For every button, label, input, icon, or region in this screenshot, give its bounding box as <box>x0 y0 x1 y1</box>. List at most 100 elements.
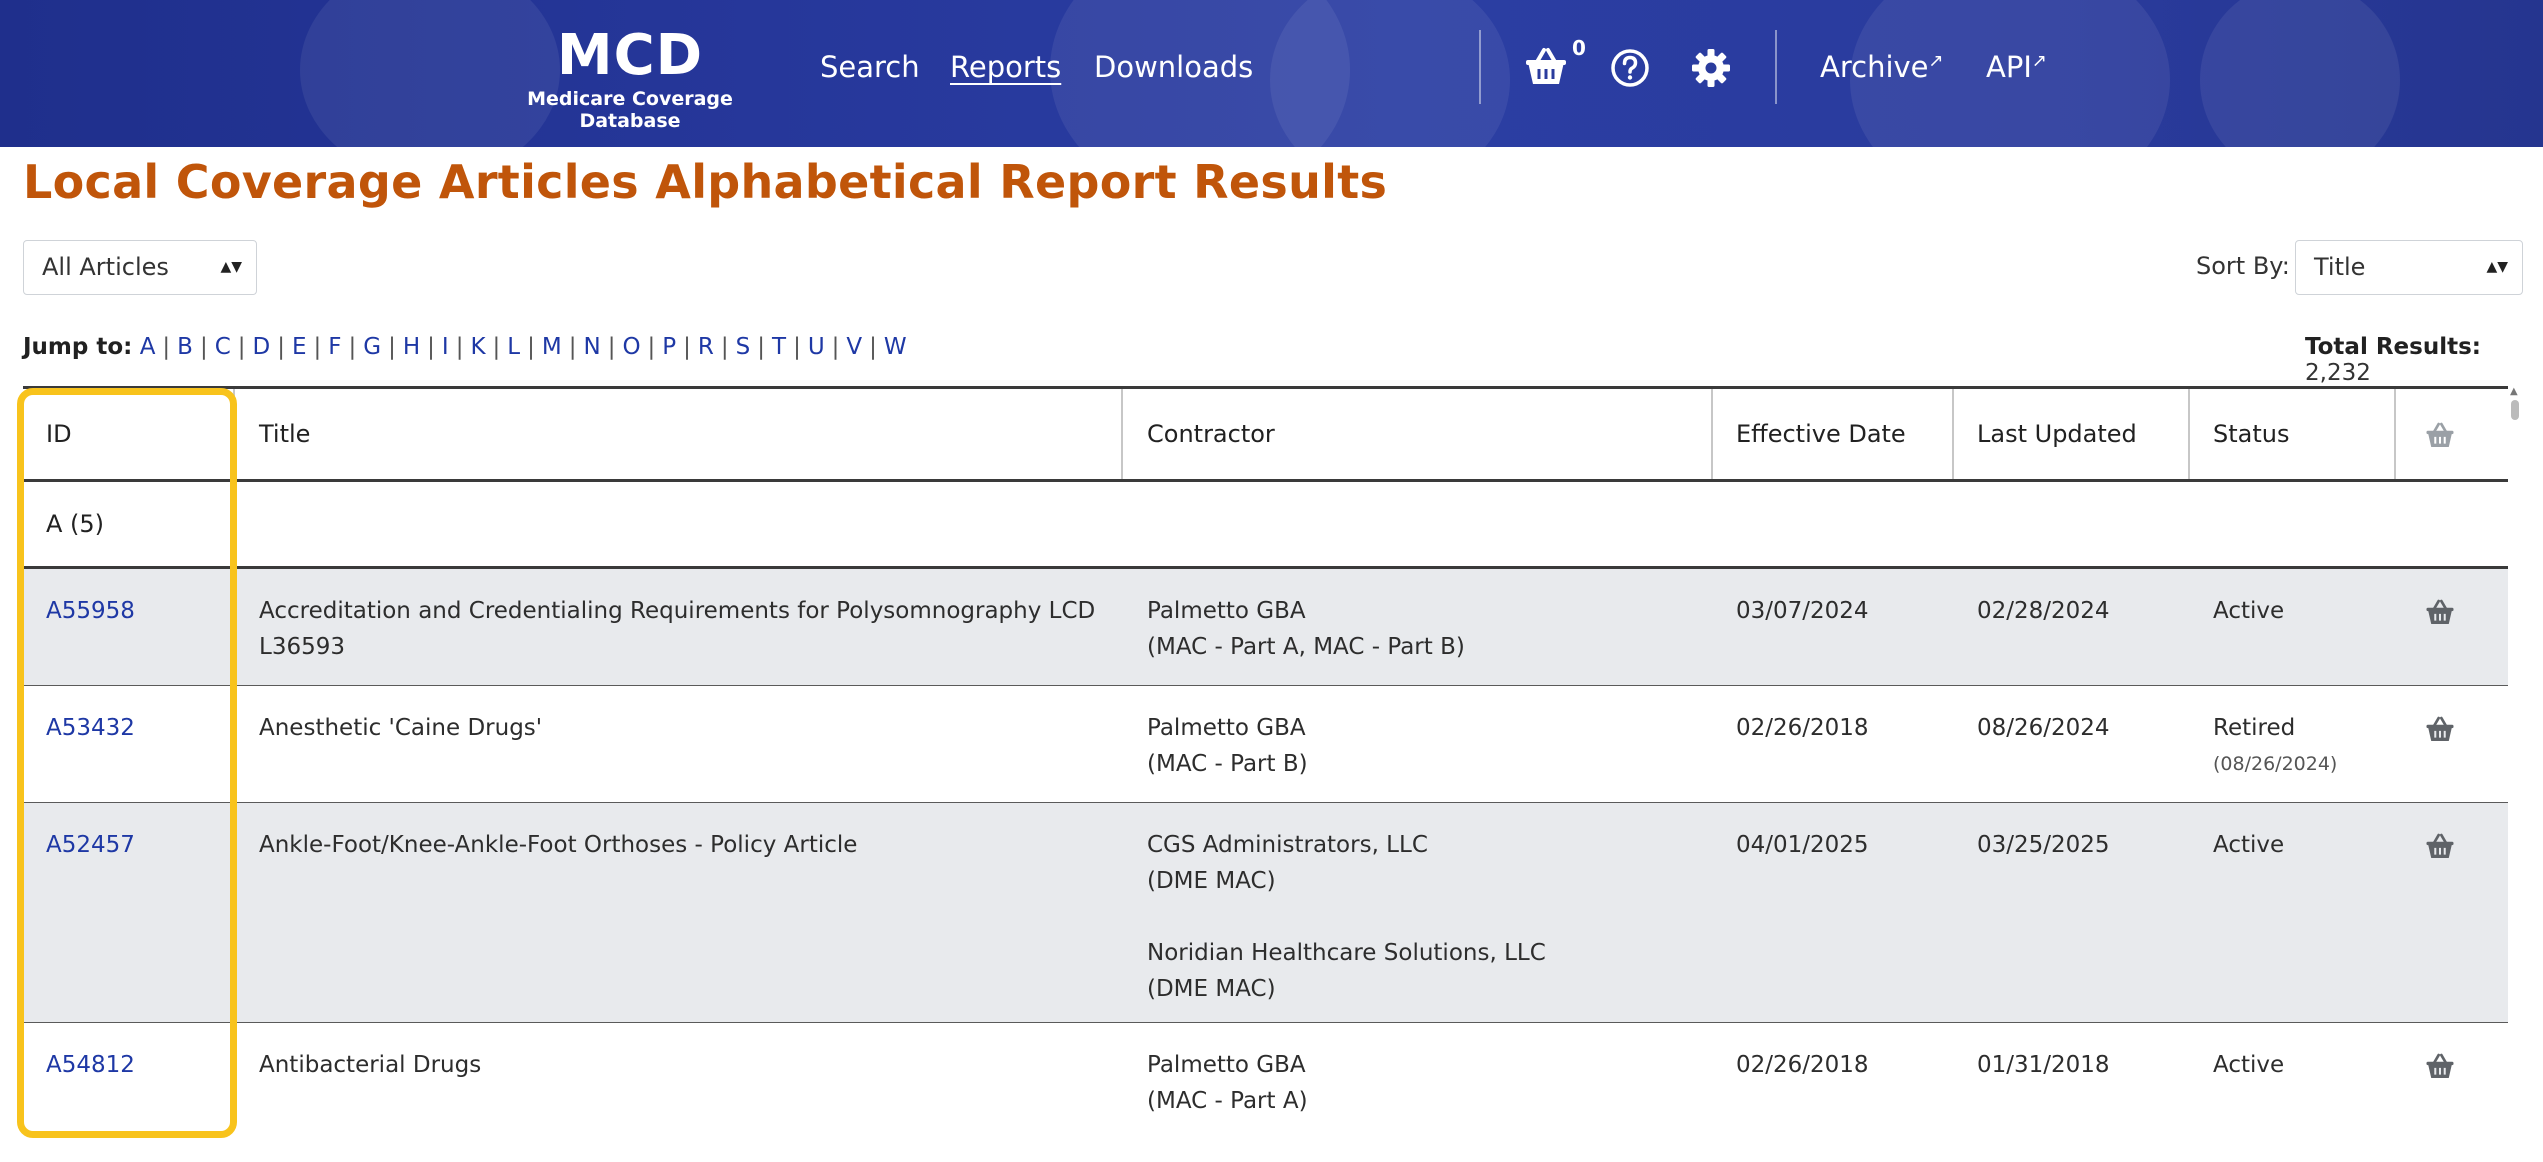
table-row: A53432 Anesthetic 'Caine Drugs' Palmetto G… <box>23 686 2508 803</box>
column-divider <box>1952 389 1954 479</box>
page-title: Local Coverage Articles Alphabetical Rep… <box>23 155 1388 209</box>
jump-letter-i[interactable]: I <box>441 334 449 360</box>
column-header-id[interactable]: ID <box>46 420 72 448</box>
header-photo-shape <box>1050 0 1350 147</box>
total-results: Total Results: 2,232 <box>2305 334 2543 386</box>
column-header-title[interactable]: Title <box>259 420 311 448</box>
site-header: MCD Medicare Coverage Database Search Re… <box>0 0 2543 147</box>
letter-separator: | <box>869 334 877 360</box>
letter-separator: | <box>388 334 396 360</box>
jump-letter-t[interactable]: T <box>772 334 787 360</box>
header-photo-shape <box>2200 0 2400 147</box>
article-id-link[interactable]: A54812 <box>46 1052 135 1078</box>
letter-separator: | <box>455 334 464 360</box>
letter-separator: | <box>568 334 577 360</box>
status-text: Active <box>2213 832 2285 858</box>
jump-letter-e[interactable]: E <box>291 334 307 360</box>
logo-subtitle: Medicare Coverage Database <box>527 88 733 132</box>
column-divider <box>1121 389 1123 479</box>
table-row: A55958 Accreditation and Credentialing Re… <box>23 569 2508 686</box>
nav-api[interactable]: API↗ <box>1986 50 2047 84</box>
column-header-contractor[interactable]: Contractor <box>1147 420 1275 448</box>
nav-archive[interactable]: Archive↗ <box>1820 50 1944 84</box>
jump-letter-s[interactable]: S <box>735 334 751 360</box>
external-link-icon: ↗ <box>2031 50 2047 72</box>
status-text: Active <box>2213 1052 2285 1078</box>
article-status: Active <box>2213 1047 2284 1083</box>
column-header-last-updated[interactable]: Last Updated <box>1977 420 2137 448</box>
jump-letter-f[interactable]: F <box>328 334 342 360</box>
article-title: Antibacterial Drugs <box>259 1052 482 1078</box>
article-filter-value: All Articles <box>42 253 169 281</box>
article-id-link[interactable]: A55958 <box>46 598 135 624</box>
article-title: Ankle-Foot/Knee-Ankle-Foot Orthoses - Po… <box>259 832 858 858</box>
sort-by-select[interactable]: Title ▲▼ <box>2295 240 2523 295</box>
table-header: ID Title Contractor Effective Date Last … <box>23 386 2508 482</box>
contractor-line <box>1147 899 1707 935</box>
article-status: Retired (08/26/2024) <box>2213 710 2337 782</box>
letter-separator: | <box>647 334 656 360</box>
header-divider <box>1479 30 1481 104</box>
nav-reports[interactable]: Reports <box>950 50 1062 84</box>
nav-archive-label: Archive <box>1820 50 1929 84</box>
basket-column-icon <box>2425 389 2455 479</box>
column-divider <box>233 389 235 479</box>
contractor-line: (DME MAC) <box>1147 868 1276 894</box>
article-contractor: Palmetto GBA (MAC - Part A, MAC - Part B) <box>1147 593 1707 665</box>
nav-downloads[interactable]: Downloads <box>1094 50 1254 84</box>
article-id-link[interactable]: A52457 <box>46 832 135 858</box>
basket-icon[interactable] <box>1524 47 1568 91</box>
jump-letter-m[interactable]: M <box>541 334 562 360</box>
jump-letter-l[interactable]: L <box>507 334 521 360</box>
jump-letter-r[interactable]: R <box>697 334 714 360</box>
status-text: Active <box>2213 598 2285 624</box>
help-circle-icon[interactable] <box>1610 48 1650 92</box>
column-header-status[interactable]: Status <box>2213 420 2290 448</box>
add-to-basket-icon[interactable] <box>2425 833 2455 871</box>
jump-letter-w[interactable]: W <box>883 334 907 360</box>
jump-letter-c[interactable]: C <box>214 334 231 360</box>
contractor-line: Palmetto GBA <box>1147 598 1306 624</box>
jump-letter-v[interactable]: V <box>846 334 863 360</box>
add-to-basket-icon[interactable] <box>2425 599 2455 637</box>
add-to-basket-icon[interactable] <box>2425 1053 2455 1091</box>
column-header-effective-date[interactable]: Effective Date <box>1736 420 1906 448</box>
scroll-up-arrow-icon[interactable]: ▲ <box>2510 386 2518 397</box>
jump-letter-p[interactable]: P <box>662 334 677 360</box>
scrollbar-thumb[interactable] <box>2511 400 2519 420</box>
jump-letter-a[interactable]: A <box>139 334 156 360</box>
letter-separator: | <box>237 334 246 360</box>
article-filter-select[interactable]: All Articles ▲▼ <box>23 240 257 295</box>
gear-icon[interactable] <box>1691 48 1731 92</box>
jump-letter-k[interactable]: K <box>470 334 486 360</box>
jump-letter-u[interactable]: U <box>807 334 825 360</box>
article-id-link[interactable]: A53432 <box>46 715 135 741</box>
total-results-label: Total Results: <box>2305 334 2481 360</box>
letter-separator: | <box>720 334 729 360</box>
contractor-line: (MAC - Part B) <box>1147 751 1308 777</box>
letter-separator: | <box>607 334 616 360</box>
jump-letter-o[interactable]: O <box>622 334 641 360</box>
letter-separator: | <box>492 334 501 360</box>
nav-search[interactable]: Search <box>820 50 920 84</box>
jump-letter-h[interactable]: H <box>402 334 421 360</box>
total-results-value: 2,232 <box>2305 360 2371 386</box>
jump-to-label: Jump to: <box>23 334 133 360</box>
letter-separator: | <box>683 334 691 360</box>
contractor-line: Noridian Healthcare Solutions, LLC <box>1147 940 1546 966</box>
letter-separator: | <box>277 334 285 360</box>
jump-letter-n[interactable]: N <box>583 334 601 360</box>
basket-count-badge: 0 <box>1572 36 1586 60</box>
add-to-basket-icon[interactable] <box>2425 716 2455 754</box>
jump-letter-d[interactable]: D <box>252 334 271 360</box>
mcd-logo[interactable]: MCD Medicare Coverage Database <box>490 26 770 133</box>
contractor-line: Palmetto GBA <box>1147 1052 1306 1078</box>
scrollbar[interactable] <box>2508 386 2522 1162</box>
letter-separator: | <box>427 334 435 360</box>
contractor-line: (DME MAC) <box>1147 976 1276 1002</box>
jump-letter-g[interactable]: G <box>363 334 382 360</box>
effective-date: 02/26/2018 <box>1736 715 1869 741</box>
article-contractor: Palmetto GBA (MAC - Part B) <box>1147 710 1707 782</box>
jump-letter-b[interactable]: B <box>177 334 193 360</box>
contractor-line: (MAC - Part A) <box>1147 1088 1308 1114</box>
